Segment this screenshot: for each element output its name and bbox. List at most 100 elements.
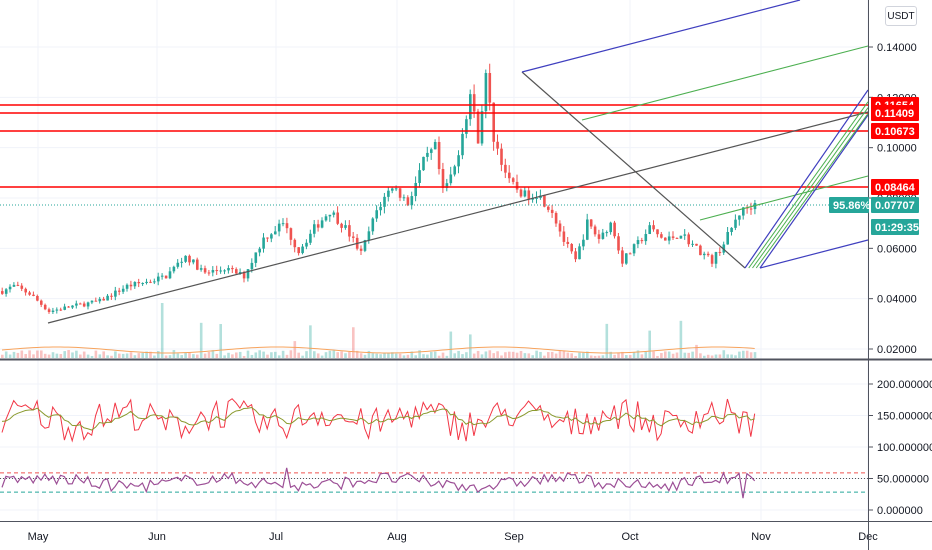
- volume-bar: [406, 354, 410, 358]
- volume-bar: [238, 351, 242, 358]
- candle-body: [340, 223, 343, 228]
- pitchfork-inner-upper: [581, 45, 869, 121]
- descending-trendline: [521, 71, 746, 269]
- volume-bar: [632, 352, 636, 358]
- candle-body: [1, 291, 4, 294]
- candle-body: [270, 234, 273, 239]
- volume-bar: [164, 355, 168, 358]
- candle-body: [75, 303, 78, 306]
- volume-bar: [465, 352, 468, 358]
- candle-body: [313, 224, 316, 234]
- rsi-line: [1, 467, 756, 499]
- volume-bar: [375, 353, 378, 358]
- level-tag-bg: [871, 179, 919, 195]
- candle-body: [24, 288, 27, 293]
- volume-bar: [511, 351, 515, 358]
- volume-bar: [543, 355, 546, 358]
- indicator-tick-label: 100.000000: [877, 442, 932, 454]
- volume-bar: [426, 354, 429, 358]
- candle-body: [667, 236, 671, 241]
- volume-bar: [687, 352, 690, 358]
- candle-body: [511, 178, 515, 182]
- volume-bar: [153, 355, 156, 358]
- volume-bar: [43, 353, 47, 358]
- candle-body: [47, 309, 51, 312]
- volume-bar: [262, 351, 265, 358]
- candle-body: [254, 252, 258, 263]
- candle-body: [211, 270, 215, 273]
- candle-body: [433, 141, 437, 150]
- volume-bar: [110, 355, 113, 358]
- price-tick-label: 0.10000: [877, 143, 917, 155]
- currency-button[interactable]: USDT: [885, 6, 917, 26]
- volume-bar: [574, 355, 577, 358]
- nov-pitchfork-median-2: [755, 113, 869, 269]
- candle-body: [86, 302, 90, 307]
- volume-bar: [402, 355, 406, 358]
- volume-bar: [691, 351, 694, 358]
- candle-body: [632, 244, 636, 254]
- candle-body: [238, 272, 242, 274]
- volume-bar: [589, 355, 593, 358]
- volume-bar: [145, 351, 148, 358]
- candle-body: [199, 268, 203, 270]
- nov-pitchfork-median-0: [748, 101, 869, 269]
- volume-bar: [32, 354, 35, 358]
- volume-bar: [51, 352, 55, 358]
- candle-body: [55, 309, 59, 311]
- volume-bar: [320, 355, 324, 358]
- price-tick-label: 0.14000: [877, 42, 917, 54]
- volume-bar: [539, 351, 542, 358]
- volume-bar: [519, 350, 523, 358]
- volume-bar: [418, 350, 421, 358]
- volume-bar: [242, 355, 246, 358]
- candle-body: [359, 248, 363, 251]
- volume-bar: [297, 352, 300, 358]
- grid: [0, 0, 869, 520]
- candle-body: [472, 94, 476, 112]
- candle-body: [687, 234, 690, 245]
- candle-body: [12, 284, 16, 287]
- candle-body: [527, 190, 531, 200]
- volume-bar: [363, 354, 367, 358]
- candle-body: [352, 236, 355, 238]
- candle-body: [277, 223, 281, 232]
- volume-bar: [410, 351, 414, 358]
- volume-bar: [63, 351, 66, 358]
- candle-body: [648, 225, 651, 235]
- indicator-tick-label: 200.000000: [877, 379, 932, 391]
- drawings[interactable]: [0, 0, 869, 324]
- volume-bar: [133, 355, 137, 358]
- volume-bar: [348, 351, 351, 358]
- candle-body: [387, 190, 390, 197]
- volume-bar: [79, 354, 82, 358]
- candle-body: [695, 243, 698, 246]
- candle-body: [106, 295, 109, 301]
- volume-bar: [129, 352, 133, 358]
- volume-bar: [102, 351, 105, 358]
- volume-bars: [1, 303, 757, 358]
- indicator-tick-label: 0.000000: [877, 505, 923, 517]
- volume-bar: [441, 352, 445, 358]
- volume-bar: [355, 350, 359, 358]
- nov-pitchfork-median-1: [752, 107, 869, 269]
- volume-bar: [394, 353, 398, 358]
- volume-bar: [196, 354, 199, 358]
- volume-bar: [40, 350, 43, 358]
- volume-bar: [168, 355, 172, 358]
- pitchfork-upper: [521, 0, 801, 73]
- volume-bar: [121, 353, 125, 358]
- volume-bar: [1, 354, 4, 358]
- candle-body: [414, 182, 417, 197]
- candle-body: [180, 261, 183, 263]
- candle-body: [102, 298, 105, 301]
- candle-body: [578, 246, 581, 260]
- volume-bar: [469, 334, 472, 358]
- candle-body: [309, 233, 312, 243]
- candle-body: [301, 246, 304, 254]
- volume-bar: [472, 353, 476, 358]
- volume-bar: [644, 351, 648, 358]
- volume-bar: [398, 353, 402, 358]
- volume-bar: [324, 352, 328, 358]
